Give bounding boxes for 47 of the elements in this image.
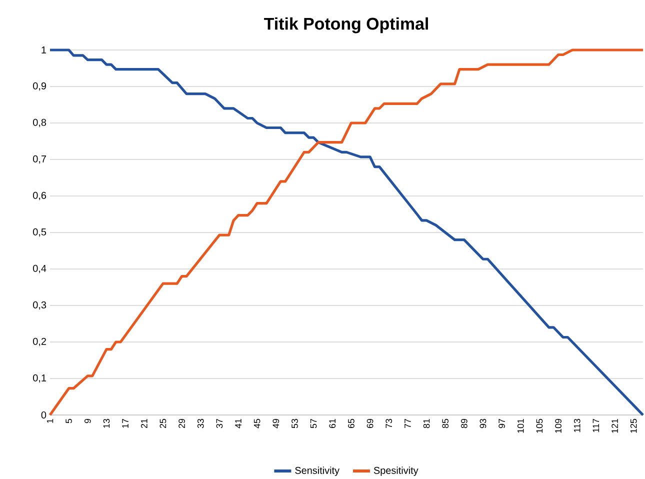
y-tick-label: 1	[42, 46, 46, 54]
legend-label: Spesitivity	[374, 466, 418, 476]
y-tick-label: 0,5	[33, 228, 46, 236]
x-tick-label: 29	[178, 418, 185, 428]
x-tick-label: 77	[404, 418, 411, 428]
x-tick-label: 105	[536, 418, 543, 433]
y-tick-label: 0,8	[33, 118, 46, 127]
x-tick-label: 73	[386, 418, 392, 428]
x-tick-label: 13	[103, 418, 110, 428]
x-tick-label: 85	[442, 418, 449, 428]
y-tick-label: 0,7	[33, 155, 46, 164]
y-tick-label: 0,4	[33, 264, 46, 273]
chart-title: Titik Potong Optimal	[264, 17, 428, 34]
x-tick-label: 93	[480, 418, 486, 428]
x-tick-label: 125	[630, 418, 637, 433]
x-tick-label: 117	[592, 418, 600, 432]
x-tick-label: 61	[329, 418, 336, 428]
x-tick-label: 5	[66, 418, 72, 423]
x-tick-label: 49	[272, 418, 280, 428]
x-tick-label: 69	[366, 418, 374, 428]
line-series	[48, 48, 644, 416]
y-tick-label: 0,1	[33, 374, 46, 382]
x-tick-label: 21	[140, 418, 148, 428]
x-tick-label: 25	[160, 418, 166, 428]
x-tick-label: 57	[310, 418, 317, 428]
y-tick-label: 0,3	[33, 301, 46, 310]
y-tick-label: 0,9	[33, 82, 46, 90]
y-tick-label: 0,6	[33, 192, 46, 200]
x-tick-label: 37	[216, 418, 223, 428]
x-tick-label: 121	[612, 418, 618, 433]
x-tick-label: 97	[498, 418, 505, 428]
x-tick-label: 81	[423, 418, 430, 428]
x-tick-label: 41	[235, 418, 242, 428]
legend-label: Sensitivity	[295, 466, 340, 476]
x-tick-label: 1	[46, 418, 54, 423]
x-tick-label: 53	[292, 418, 298, 428]
x-tick-label: 45	[254, 418, 260, 428]
y-tick-label: 0,2	[33, 338, 46, 346]
x-tick-label: 101	[517, 418, 524, 433]
x-tick-label: 9	[84, 418, 91, 423]
x-tick-label: 113	[574, 418, 580, 432]
x-tick-label: 65	[348, 418, 354, 428]
x-tick-label: 33	[197, 418, 204, 428]
x-tick-label: 17	[122, 418, 128, 428]
x-tick-label: 89	[460, 418, 468, 428]
y-tick-label: 0	[41, 411, 46, 418]
x-tick-label: 109	[555, 418, 562, 433]
